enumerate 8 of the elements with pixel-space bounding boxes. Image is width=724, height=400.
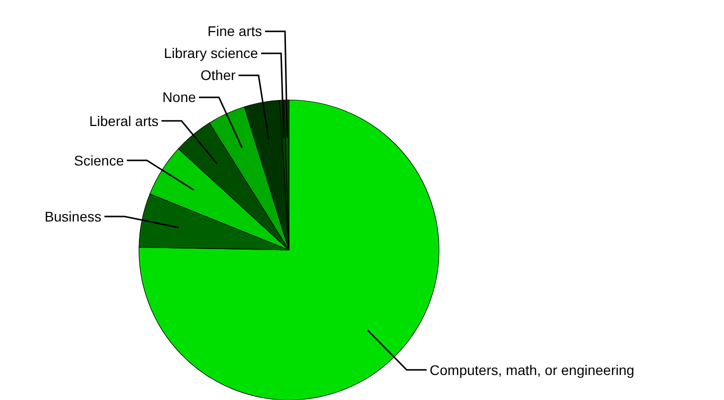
slice-label: Library science bbox=[164, 45, 258, 62]
slice-label: Fine arts bbox=[208, 23, 262, 40]
slice-label: Business bbox=[44, 208, 102, 224]
slice-label: None bbox=[162, 89, 196, 106]
slice-label: Liberal arts bbox=[89, 112, 159, 129]
slice-label: Other bbox=[200, 67, 236, 84]
slice-label: Computers, math, or engineering bbox=[430, 362, 634, 378]
slice-label: Science bbox=[74, 152, 124, 168]
